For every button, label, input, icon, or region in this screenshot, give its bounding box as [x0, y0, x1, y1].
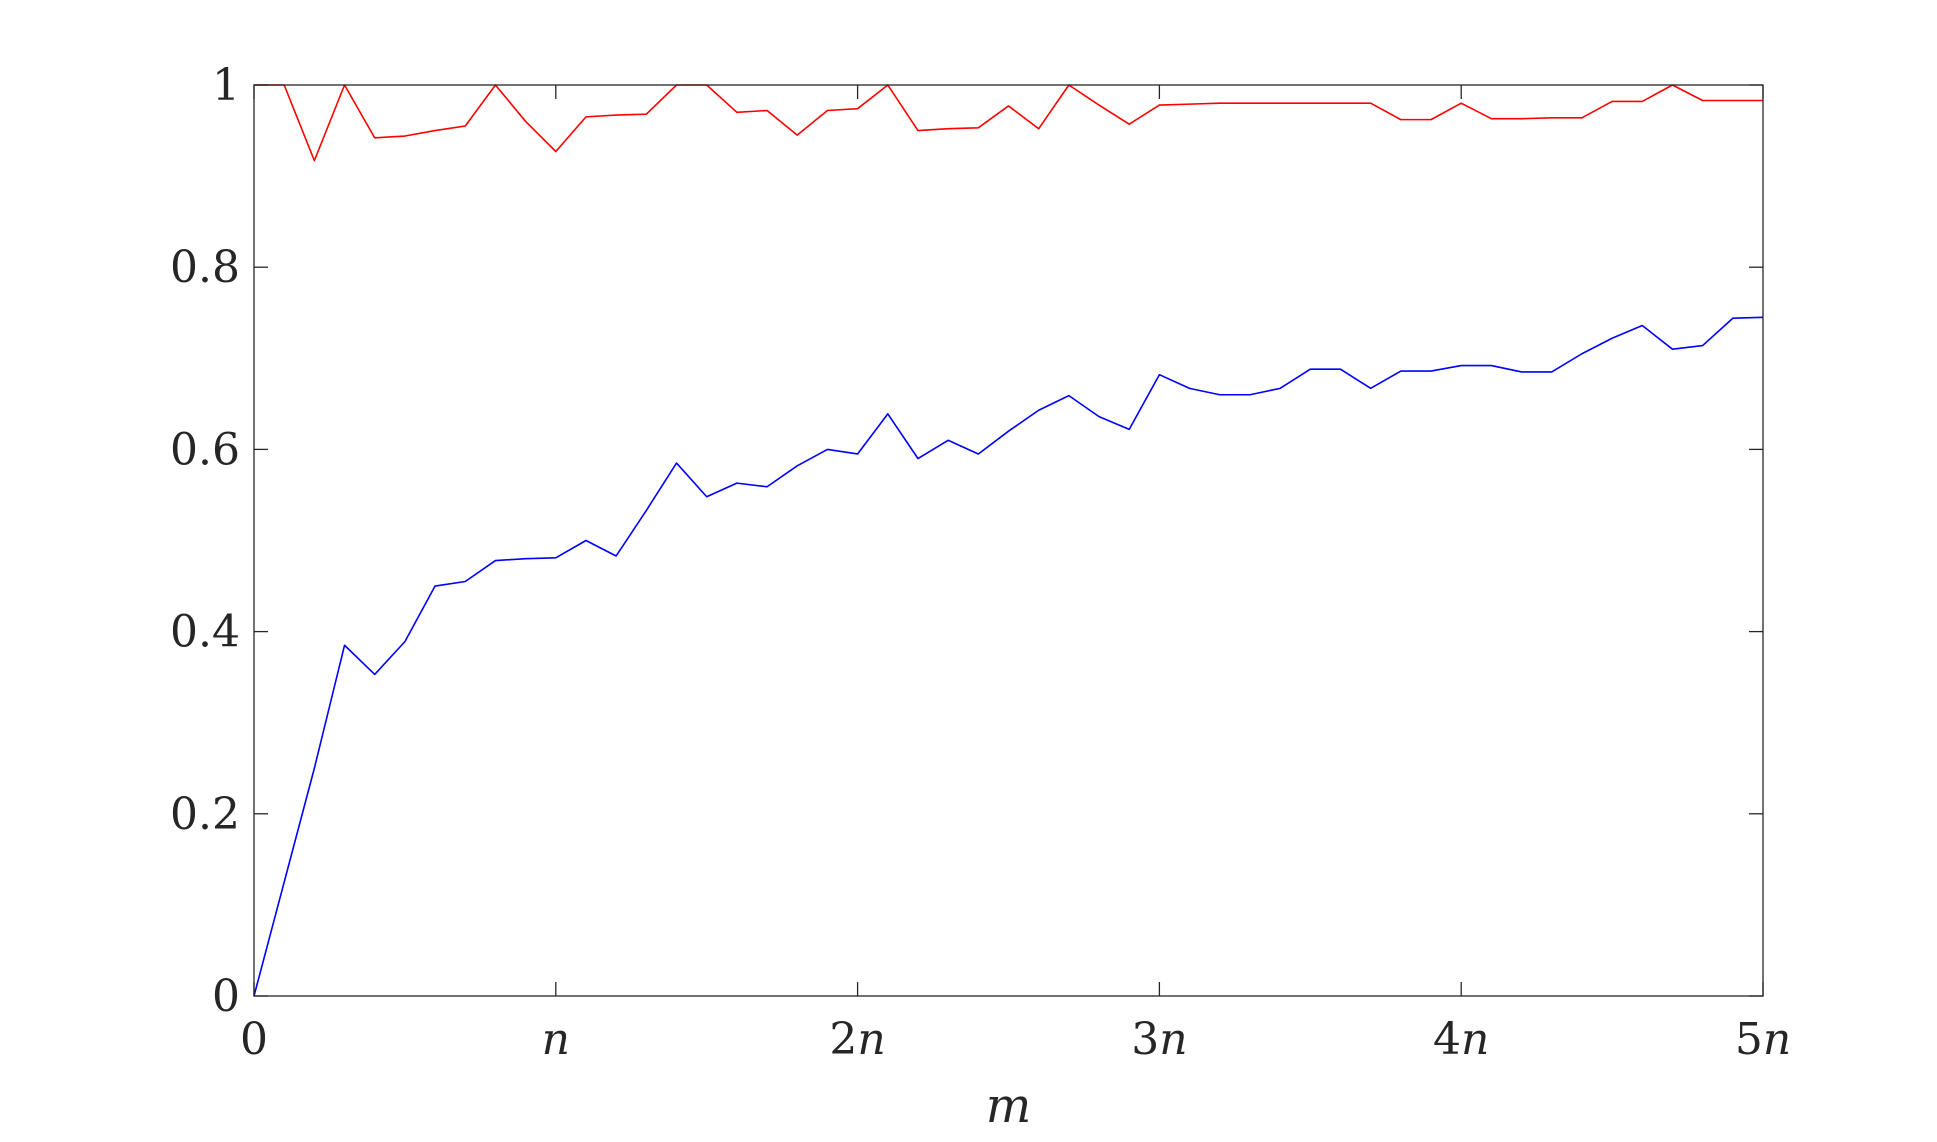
y-tick-label: 1 [212, 60, 240, 111]
y-tick-label: 0.4 [170, 607, 240, 658]
x-tick-label: 4n [1433, 1014, 1489, 1065]
series-line-1 [254, 84, 1763, 162]
x-tick-label: 5n [1735, 1014, 1791, 1065]
x-tick-label: n [542, 1014, 570, 1065]
y-tick-label: 0.6 [170, 424, 240, 475]
y-tick-label: 0 [212, 971, 240, 1022]
x-axis-label: m [986, 1078, 1032, 1134]
x-tick-label: 0 [240, 1014, 268, 1065]
x-tick-label: 3n [1131, 1014, 1187, 1065]
plot-area-frame [253, 84, 1764, 997]
series-line-2 [253, 316, 1764, 997]
x-tick-label: 2n [829, 1014, 885, 1065]
y-tick-label: 0.2 [170, 789, 240, 840]
y-tick-label: 0.8 [170, 242, 240, 293]
tick-marks [253, 84, 1764, 997]
tick-labels: 0 n 2n 3n 4n 5n 0 0.2 0.4 0.6 0.8 1 [170, 60, 1791, 1065]
series-layer [253, 84, 1764, 997]
